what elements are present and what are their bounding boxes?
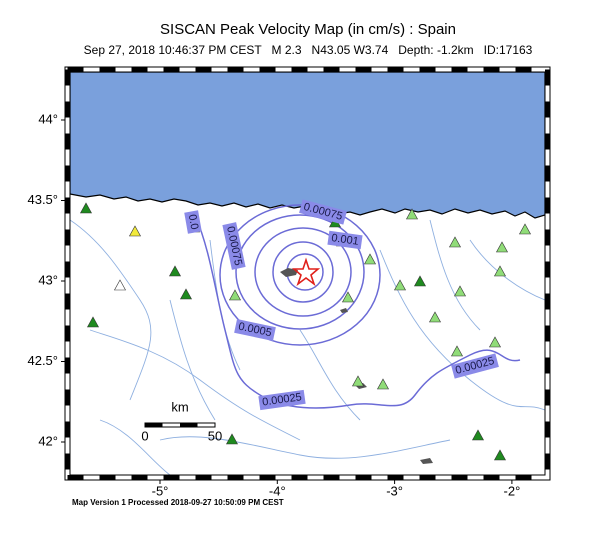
lon-tick-label: -2° xyxy=(504,483,521,498)
station xyxy=(448,236,462,248)
station xyxy=(376,378,390,390)
contour-label-text: 0.001 xyxy=(331,232,360,248)
station xyxy=(225,433,239,445)
contour-label-box xyxy=(451,353,499,379)
lon-tick-label: -4° xyxy=(269,483,286,498)
map-area: 0.00.000750.000750.0010.00050.000250.000… xyxy=(70,72,545,475)
station xyxy=(179,288,193,300)
epicenter xyxy=(291,257,321,287)
contour-label-box xyxy=(327,230,363,250)
rivers xyxy=(70,219,545,475)
station xyxy=(341,291,355,303)
contour-label: 0.0 xyxy=(184,210,202,234)
station xyxy=(518,223,532,235)
contour-label-text: 0.0 xyxy=(186,213,200,230)
station xyxy=(471,429,485,441)
scale-label: 50 xyxy=(208,428,222,443)
lat-tick-label: 42° xyxy=(38,433,58,448)
station xyxy=(488,336,502,348)
frame-inner xyxy=(69,71,546,476)
station xyxy=(495,241,509,253)
station xyxy=(453,285,467,297)
map-frame xyxy=(64,66,551,481)
contour-label: 0.0005 xyxy=(234,319,276,341)
contour-label-box xyxy=(222,222,246,270)
contour-label-box xyxy=(299,199,347,225)
contours xyxy=(194,204,521,409)
lat-tick-label: 44° xyxy=(38,111,58,126)
station xyxy=(405,208,419,220)
ocean xyxy=(70,72,545,219)
title: SISCAN Peak Velocity Map (in cm/s) : Spa… xyxy=(160,21,456,38)
lon-tick-label: -5° xyxy=(152,483,169,498)
station xyxy=(493,449,507,461)
station xyxy=(413,275,427,287)
station xyxy=(228,289,242,301)
station xyxy=(113,279,127,291)
scale-unit: km xyxy=(171,399,188,414)
station xyxy=(428,311,442,323)
station xyxy=(493,265,507,277)
contour-label-box xyxy=(234,319,276,341)
lon-tick-label: -3° xyxy=(386,483,403,498)
station xyxy=(168,265,182,277)
lat-tick-label: 43° xyxy=(38,272,58,287)
station xyxy=(86,316,100,328)
station xyxy=(79,202,93,214)
contour-label: 0.001 xyxy=(327,230,363,250)
footer: Map Version 1 Processed 2018-09-27 10:50… xyxy=(72,498,284,507)
station xyxy=(393,279,407,291)
contour-label: 0.00025 xyxy=(258,389,306,411)
contour-label-text: 0.00025 xyxy=(261,391,302,408)
scale-bar: km 0 50 xyxy=(141,399,222,443)
subtitle: Sep 27, 2018 10:46:37 PM CEST M 2.3 N43.… xyxy=(84,43,533,57)
lat-tick-label: 42.5° xyxy=(27,353,58,368)
contour-label-box xyxy=(184,210,202,234)
scale-label: 0 xyxy=(141,428,148,443)
station xyxy=(351,375,365,387)
station xyxy=(450,345,464,357)
station xyxy=(363,253,377,265)
lat-tick-label: 43.5° xyxy=(27,192,58,207)
station xyxy=(128,225,142,237)
contour-label-box xyxy=(258,389,306,411)
